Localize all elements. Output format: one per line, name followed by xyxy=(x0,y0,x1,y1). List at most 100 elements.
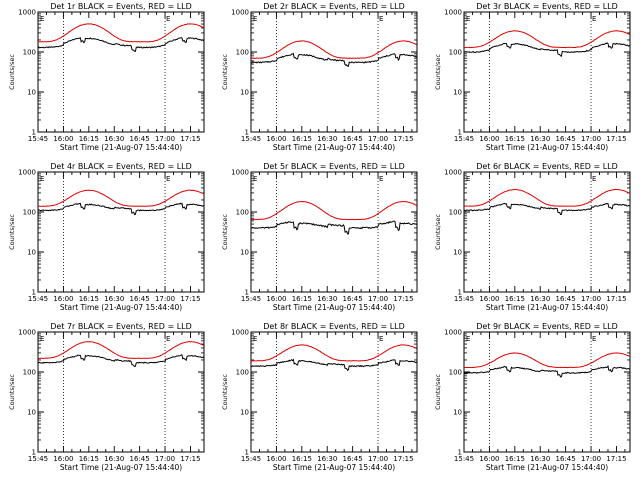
x-tick-label: 17:15 xyxy=(180,135,200,143)
x-tick-label: 16:15 xyxy=(505,295,525,303)
x-tick-label: 16:15 xyxy=(292,135,312,143)
x-axis-label: Start Time (21-Aug-07 15:44:40) xyxy=(60,143,182,152)
x-tick-label: 16:30 xyxy=(317,295,337,303)
x-tick-label: 16:45 xyxy=(343,455,363,463)
event-marker-label: E xyxy=(40,15,44,23)
x-tick-label: 17:15 xyxy=(393,135,413,143)
x-axis-label: Start Time (21-Aug-07 15:44:40) xyxy=(273,143,395,152)
x-tick-label: 17:15 xyxy=(393,295,413,303)
x-tick-label: 17:00 xyxy=(368,295,388,303)
x-tick-label: 16:00 xyxy=(479,135,499,143)
panel-title: Det 8r BLACK = Events, RED = LLD xyxy=(263,322,405,331)
y-tick-label: 10 xyxy=(27,249,36,257)
x-tick-label: 15:45 xyxy=(28,295,48,303)
x-tick-label: 16:15 xyxy=(292,455,312,463)
panel-det-2r: Det 2r BLACK = Events, RED = LLD 1 10 100 10… xyxy=(221,2,418,152)
y-tick-label: 100 xyxy=(236,369,249,377)
x-tick-label: 16:30 xyxy=(104,455,124,463)
x-axis-label: Start Time (21-Aug-07 15:44:40) xyxy=(273,463,395,472)
y-tick-label: 100 xyxy=(236,49,249,57)
event-marker-label: E xyxy=(466,335,470,343)
event-marker-label: E xyxy=(253,335,257,343)
y-tick-label: 1 xyxy=(245,449,249,457)
x-tick-label: 16:15 xyxy=(505,455,525,463)
plot-frame xyxy=(463,331,631,453)
x-tick-label: 17:00 xyxy=(581,455,601,463)
x-tick-label: 17:00 xyxy=(155,455,175,463)
x-tick-label: 16:15 xyxy=(292,295,312,303)
y-tick-label: 10 xyxy=(27,89,36,97)
x-tick-label: 17:15 xyxy=(180,295,200,303)
x-tick-label: 16:45 xyxy=(130,455,150,463)
x-axis-label: Start Time (21-Aug-07 15:44:40) xyxy=(486,303,608,312)
panel-det-5r: Det 5r BLACK = Events, RED = LLD 1 10 100 10… xyxy=(221,162,418,312)
event-marker-label: E xyxy=(466,15,470,23)
event-marker-label: E xyxy=(166,15,170,23)
y-axis-label: Counts/sec xyxy=(8,54,16,90)
series-red-line xyxy=(250,344,418,362)
y-axis-label: Counts/sec xyxy=(221,374,229,410)
x-tick-label: 16:45 xyxy=(343,295,363,303)
panel-title: Det 2r BLACK = Events, RED = LLD xyxy=(263,2,405,11)
event-marker-label: E xyxy=(253,175,257,183)
series-black-line xyxy=(250,52,418,67)
y-tick-label: 1 xyxy=(245,129,249,137)
plot-frame xyxy=(250,11,418,133)
x-tick-label: 17:15 xyxy=(180,455,200,463)
y-tick-label: 10 xyxy=(27,409,36,417)
panel-det-4r: Det 4r BLACK = Events, RED = LLD 1 10 100 10… xyxy=(8,162,205,312)
x-tick-label: 16:00 xyxy=(266,455,286,463)
event-marker-label: E xyxy=(166,335,170,343)
x-tick-label: 16:45 xyxy=(556,455,576,463)
x-tick-label: 16:45 xyxy=(130,135,150,143)
x-tick-label: 15:45 xyxy=(241,135,261,143)
series-red-line xyxy=(463,188,631,207)
y-axis-label: Counts/sec xyxy=(8,214,16,250)
panel-title: Det 6r BLACK = Events, RED = LLD xyxy=(476,162,618,171)
y-tick-label: 10 xyxy=(240,249,249,257)
x-tick-label: 17:00 xyxy=(581,295,601,303)
x-tick-label: 16:45 xyxy=(556,135,576,143)
x-tick-label: 17:00 xyxy=(155,295,175,303)
series-black-line xyxy=(37,354,205,368)
y-tick-label: 100 xyxy=(236,209,249,217)
x-tick-label: 16:30 xyxy=(104,295,124,303)
x-tick-label: 17:15 xyxy=(606,295,626,303)
x-axis-label: Start Time (21-Aug-07 15:44:40) xyxy=(486,143,608,152)
x-tick-label: 15:45 xyxy=(28,135,48,143)
y-tick-label: 1 xyxy=(32,289,36,297)
y-tick-label: 1 xyxy=(458,289,462,297)
plot-frame xyxy=(463,171,631,293)
y-tick-label: 10 xyxy=(453,249,462,257)
series-black-line xyxy=(250,220,418,235)
x-tick-label: 16:45 xyxy=(556,295,576,303)
plot-frame xyxy=(250,331,418,453)
series-black-line xyxy=(37,37,205,52)
x-tick-label: 16:00 xyxy=(53,455,73,463)
series-red-line xyxy=(37,23,205,43)
event-marker-label: E xyxy=(466,175,470,183)
x-tick-label: 16:30 xyxy=(317,455,337,463)
event-marker-label: E xyxy=(379,335,383,343)
y-tick-label: 1000 xyxy=(444,169,462,177)
panel-title: Det 1r BLACK = Events, RED = LLD xyxy=(50,2,192,11)
y-tick-label: 10 xyxy=(453,89,462,97)
y-axis-label: Counts/sec xyxy=(221,54,229,90)
y-tick-label: 1000 xyxy=(231,169,249,177)
x-tick-label: 17:15 xyxy=(393,455,413,463)
series-red-line xyxy=(250,40,418,59)
x-tick-label: 16:00 xyxy=(479,295,499,303)
y-tick-label: 100 xyxy=(449,369,462,377)
panel-det-1r: Det 1r BLACK = Events, RED = LLD 1 10 100 10… xyxy=(8,2,205,152)
x-tick-label: 15:45 xyxy=(454,135,474,143)
event-marker-label: E xyxy=(40,175,44,183)
x-axis-label: Start Time (21-Aug-07 15:44:40) xyxy=(486,463,608,472)
y-axis-label: Counts/sec xyxy=(434,374,442,410)
plot-frame xyxy=(37,171,205,293)
y-tick-label: 1000 xyxy=(18,329,36,337)
x-tick-label: 16:30 xyxy=(530,295,550,303)
panel-det-6r: Det 6r BLACK = Events, RED = LLD 1 10 100 10… xyxy=(434,162,631,312)
event-marker-label: E xyxy=(166,175,170,183)
x-tick-label: 16:00 xyxy=(53,135,73,143)
